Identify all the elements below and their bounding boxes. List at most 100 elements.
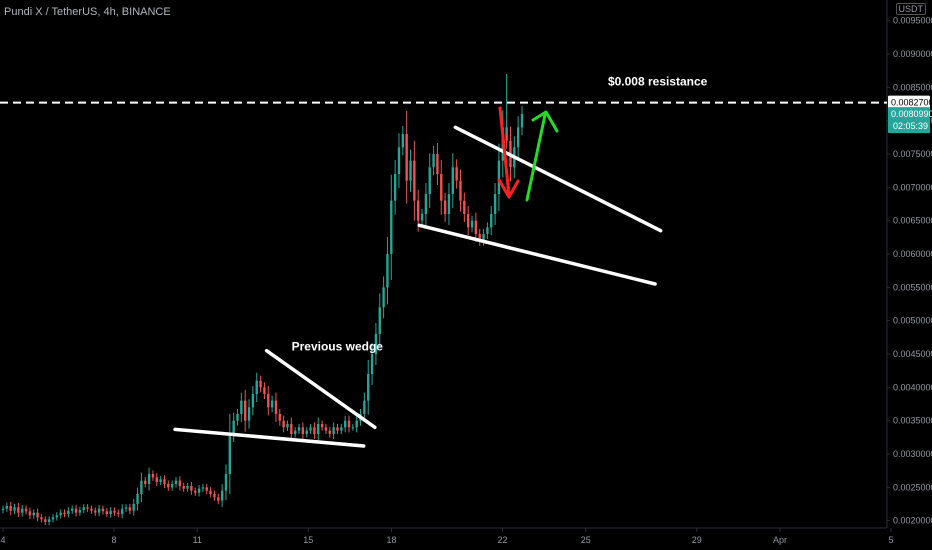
candle-body [236,414,239,421]
candle-body [436,154,439,174]
candle-body [490,214,493,228]
candle [370,343,374,385]
candle-body [474,220,478,234]
x-tick-label: 4 [0,535,5,545]
previous-wedge-upper-line[interactable] [264,348,377,430]
candle-body [486,227,489,234]
flag-lower-line[interactable] [417,223,657,286]
candle [170,480,174,491]
candle [270,395,274,413]
candle-body [117,512,120,514]
candle-body [90,508,93,511]
previous-wedge-annotation[interactable]: Previous wedge [292,340,384,354]
candle [90,505,93,514]
candle [94,507,97,516]
candle-body [197,488,201,493]
candle-body [386,254,389,288]
candle-body [420,214,424,221]
y-tick-label: 0.0090000 [893,49,932,59]
candle-body [28,511,32,516]
candle [455,159,458,189]
candle [240,392,243,422]
candle-body [40,517,43,520]
candle [413,140,416,221]
candle-body [36,512,39,518]
candle-body [424,194,428,214]
candle-body [205,487,208,491]
up-arrow-icon[interactable] [525,110,559,202]
candle-body [120,508,124,514]
candle [478,229,481,246]
candle [178,476,182,491]
candle [282,415,285,433]
candle [86,504,89,512]
candle [190,481,193,495]
candle [28,507,32,520]
y-tick-label: 0.0030000 [893,449,932,459]
candle-body [109,510,112,514]
candle-body [493,194,497,214]
resistance-annotation[interactable]: $0.008 resistance [608,74,708,88]
candle [393,160,397,215]
candle [163,475,166,489]
candle-body [413,160,416,201]
candle [32,509,35,519]
candle-body [13,507,16,511]
down-arrow-icon[interactable] [497,106,520,199]
candle-body [301,427,305,434]
candle [297,423,301,435]
candle-body [151,474,155,478]
candle-body [74,508,78,513]
candle [40,514,43,523]
flag-upper-line[interactable] [453,125,663,233]
candle-body [324,427,328,431]
candle-body [186,486,189,489]
candle-body [355,420,358,428]
currency-badge[interactable]: USDT [895,3,926,15]
candle [409,149,412,192]
candle [224,464,228,501]
previous-wedge-lower-line[interactable] [173,427,366,448]
candle-body [390,200,393,254]
candle-body [516,127,520,148]
candle-body [159,479,162,482]
x-tick-label: 22 [497,535,507,545]
candle-body [320,424,324,428]
candle [274,392,278,422]
candle [36,508,39,522]
candle [44,516,47,526]
candle [301,422,305,439]
candle [109,507,112,518]
candle-body [71,508,74,511]
candle-body [263,387,266,394]
last-price-label-bg [888,107,930,134]
candle-body [213,494,216,498]
candle [363,392,366,422]
candle-body [240,400,243,414]
candle-body [194,490,197,493]
candle [490,206,493,236]
candle-body [17,507,20,513]
candle [197,484,201,497]
candle-body [328,430,331,434]
candle [497,143,501,211]
candle [336,423,339,435]
last-price-label: 0.0080990 [891,109,932,119]
y-tick-label: 0.0025000 [893,482,932,492]
resistance-price-label-bg [888,95,930,110]
candle-body [470,220,474,228]
candle [320,420,324,431]
candle-body [351,427,355,429]
y-tick-label: 0.0035000 [893,416,932,426]
x-axis[interactable]: 48111518222529Apr58 [0,528,932,545]
candle [213,490,216,501]
candle [397,133,401,188]
candle-body [343,420,347,428]
candle [374,323,378,365]
candle [451,153,454,208]
y-axis[interactable]: 0.00950000.00900000.00850000.00800000.00… [887,16,932,526]
drawings: $0.008 resistance Previous wedge [0,74,887,448]
candle-body [5,506,9,509]
